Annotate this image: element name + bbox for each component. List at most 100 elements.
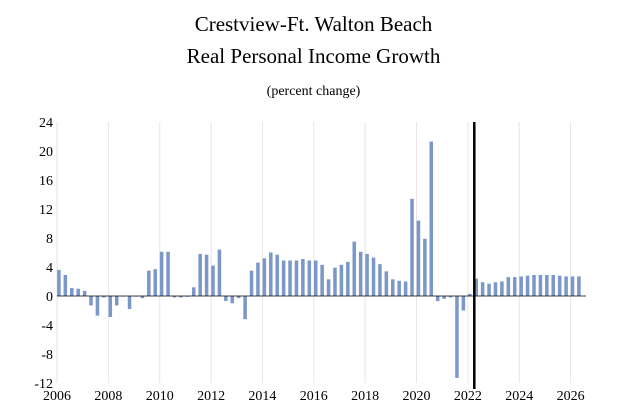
bar-60 xyxy=(442,296,446,299)
y-tick-label-8: 8 xyxy=(46,232,53,247)
bar-74 xyxy=(532,274,536,296)
bar-38 xyxy=(301,259,305,296)
bar-28 xyxy=(236,296,241,299)
bar-31 xyxy=(256,262,260,296)
bar-80 xyxy=(570,276,575,296)
bar-24 xyxy=(211,265,215,296)
bar-0 xyxy=(57,269,61,296)
bar-53 xyxy=(397,280,401,296)
bar-71 xyxy=(512,277,517,296)
bar-51 xyxy=(384,271,389,296)
bar-15 xyxy=(153,269,157,296)
y-tick-label-4: 4 xyxy=(46,261,53,276)
bar-44 xyxy=(339,264,344,296)
bar-47 xyxy=(358,251,363,296)
y-tick-label--12: -12 xyxy=(34,377,53,392)
bar-52 xyxy=(391,279,395,296)
bar-36 xyxy=(288,260,292,296)
bar-series xyxy=(57,141,581,378)
bar-43 xyxy=(333,267,337,296)
y-tick-label-0: 0 xyxy=(46,290,53,305)
bar-26 xyxy=(224,296,228,302)
x-tick-label-2024: 2024 xyxy=(505,389,533,404)
bar-79 xyxy=(564,276,568,296)
bar-4 xyxy=(82,290,87,296)
bar-76 xyxy=(545,274,549,296)
bar-29 xyxy=(243,296,247,320)
bar-17 xyxy=(166,251,170,296)
bar-75 xyxy=(538,274,543,296)
bar-21 xyxy=(191,287,196,296)
bar-78 xyxy=(557,275,562,296)
x-tick-label-2020: 2020 xyxy=(403,389,431,404)
bar-64 xyxy=(468,293,472,296)
bar-61 xyxy=(448,296,453,298)
bar-54 xyxy=(403,281,408,296)
bar-2 xyxy=(70,288,74,296)
x-tick-label-2010: 2010 xyxy=(146,389,174,404)
y-tick-label-12: 12 xyxy=(39,203,53,218)
bar-13 xyxy=(140,296,145,299)
bar-5 xyxy=(89,296,93,306)
bar-14 xyxy=(147,270,151,297)
y-tick-label-20: 20 xyxy=(39,145,53,160)
bar-59 xyxy=(435,296,440,302)
bar-66 xyxy=(480,282,485,296)
x-tick-label-2012: 2012 xyxy=(197,389,225,404)
bar-34 xyxy=(275,254,279,296)
bar-35 xyxy=(281,260,286,296)
axes xyxy=(57,122,586,389)
x-tick-label-2018: 2018 xyxy=(351,389,379,404)
chart-title-line-2: Real Personal Income Growth xyxy=(186,44,441,68)
bar-77 xyxy=(551,274,556,296)
bar-42 xyxy=(326,279,331,296)
bar-68 xyxy=(493,282,498,296)
x-tick-label-2016: 2016 xyxy=(300,389,328,404)
x-tick-label-2026: 2026 xyxy=(557,389,585,404)
bar-39 xyxy=(307,260,312,296)
gridlines xyxy=(56,122,572,383)
bar-55 xyxy=(410,198,414,296)
y-tick-label--8: -8 xyxy=(41,348,53,363)
bar-73 xyxy=(525,275,530,296)
x-tick-label-2008: 2008 xyxy=(94,389,122,404)
bar-7 xyxy=(102,296,106,298)
chart-subtitle: (percent change) xyxy=(266,84,361,99)
bar-58 xyxy=(429,141,434,296)
bar-3 xyxy=(76,288,80,296)
bar-40 xyxy=(313,260,318,296)
bar-37 xyxy=(294,260,299,296)
bar-49 xyxy=(371,257,376,296)
bar-16 xyxy=(159,251,164,296)
bar-48 xyxy=(365,253,369,296)
bar-6 xyxy=(95,296,100,316)
bar-81 xyxy=(577,276,581,296)
bar-33 xyxy=(269,252,273,296)
bar-30 xyxy=(249,270,254,297)
bar-46 xyxy=(352,241,357,297)
x-tick-label-2022: 2022 xyxy=(454,389,482,404)
bar-22 xyxy=(198,253,202,296)
bar-32 xyxy=(262,258,267,296)
bar-56 xyxy=(416,220,421,296)
bar-57 xyxy=(423,238,427,296)
bar-63 xyxy=(461,296,466,311)
bar-19 xyxy=(179,296,183,298)
bar-9 xyxy=(114,296,119,306)
x-tick-label-2006: 2006 xyxy=(43,389,71,404)
bar-69 xyxy=(500,281,504,296)
bar-18 xyxy=(172,296,177,298)
bar-65 xyxy=(474,278,478,296)
bar-27 xyxy=(230,296,235,304)
bar-25 xyxy=(217,249,222,296)
y-tick-label-16: 16 xyxy=(39,174,53,189)
bar-23 xyxy=(204,254,209,296)
bar-62 xyxy=(455,296,459,378)
chart-title-line-1: Crestview-Ft. Walton Beach xyxy=(194,12,433,36)
bar-11 xyxy=(127,296,132,310)
bar-72 xyxy=(519,276,523,296)
bar-1 xyxy=(63,274,68,296)
